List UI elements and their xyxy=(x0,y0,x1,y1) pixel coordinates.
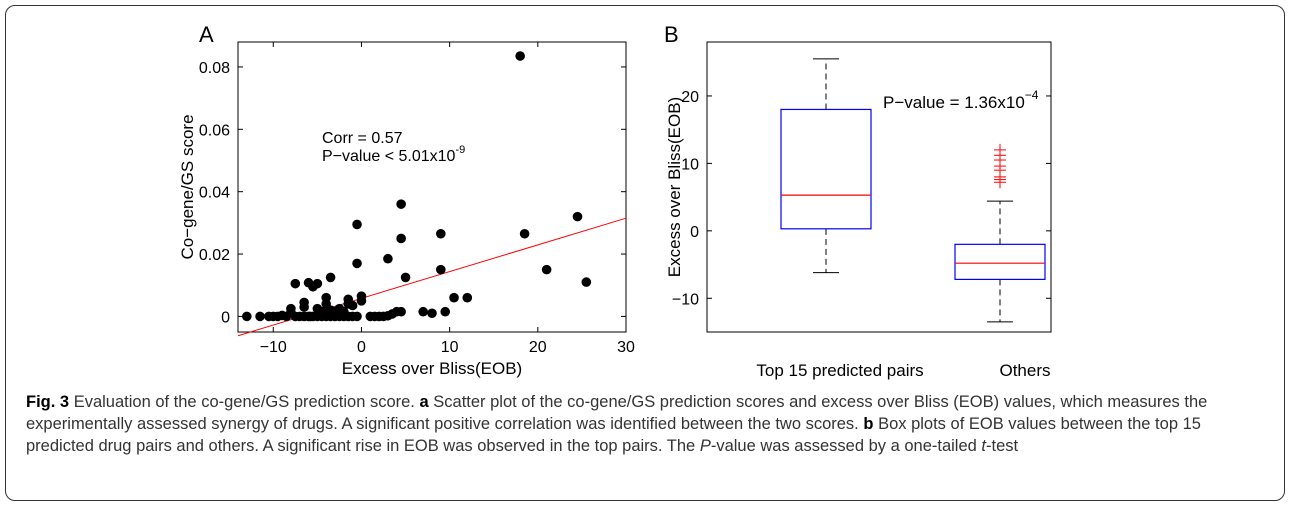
scatter-x-axis-label: Excess over Bliss(EOB) xyxy=(342,359,522,378)
scatter-y-tick-label: 0.08 xyxy=(199,60,230,77)
caption-b-text: Box plots of EOB values between the top … xyxy=(26,415,1201,455)
figure-caption: Fig. 3 Evaluation of the co-gene/GS pred… xyxy=(26,391,1271,457)
scatter-point xyxy=(352,219,362,230)
scatter-point xyxy=(396,199,406,209)
scatter-point xyxy=(290,278,301,289)
caption-title: Evaluation of the co-gene/GS prediction … xyxy=(73,393,415,411)
box-iqr xyxy=(780,108,872,230)
scatter-point xyxy=(427,308,437,319)
figure-frame xyxy=(5,5,1285,501)
scatter-x-tick-label: −10 xyxy=(260,339,287,356)
correlation-annotation: Corr = 0.57 xyxy=(322,130,403,147)
caption-p-italic: P xyxy=(699,437,711,455)
scatter-point xyxy=(242,311,252,322)
scatter-y-ticks: 0 0.02 0.04 0.06 0.08 xyxy=(199,60,626,326)
scatter-point xyxy=(418,306,428,317)
scatter-point xyxy=(462,292,473,303)
scatter-point xyxy=(312,278,323,289)
scatter-point xyxy=(449,292,459,303)
scatter-point xyxy=(352,258,362,269)
scatter-point xyxy=(255,311,265,322)
box-category-label-others: Others xyxy=(999,361,1050,380)
caption-a-text: Scatter plot of the co-gene/GS predictio… xyxy=(26,393,1208,433)
scatter-point xyxy=(515,51,525,61)
panel-b-label: B xyxy=(664,22,679,47)
scatter-point xyxy=(347,300,358,311)
box-y-tick-label: 10 xyxy=(681,156,699,173)
box-y-tick-label: −10 xyxy=(672,291,699,308)
scatter-point xyxy=(356,296,367,306)
scatter-point xyxy=(396,306,406,317)
scatter-y-axis-label: Co−gene/GS score xyxy=(178,114,197,259)
box-category-label-top15: Top 15 predicted pairs xyxy=(756,361,923,380)
box-y-tick-label: 0 xyxy=(690,224,699,241)
scatter-point xyxy=(519,228,530,239)
p-value-annotation-text: P−value < 5.01x10 xyxy=(322,148,456,165)
box-axes-box xyxy=(706,41,1052,333)
scatter-y-tick-label: 0.06 xyxy=(199,122,230,139)
scatter-point xyxy=(339,306,349,317)
scatter-point xyxy=(572,211,583,222)
scatter-point xyxy=(325,272,336,283)
scatter-x-tick-label: 30 xyxy=(617,339,635,356)
caption-b-label: b xyxy=(863,415,874,433)
scatter-point xyxy=(299,302,309,312)
scatter-point xyxy=(396,233,406,244)
scatter-x-tick-label: 10 xyxy=(441,339,459,356)
scatter-point xyxy=(316,306,327,317)
panel-a-label: A xyxy=(199,22,214,47)
scatter-point xyxy=(436,228,446,239)
p-value-annotation: P−value < 5.01x10-9 xyxy=(322,144,465,165)
caption-a-label: a xyxy=(419,393,429,411)
scatter-points xyxy=(242,51,592,322)
caption-p-rest: -value was assessed by a one-tailed xyxy=(710,437,977,455)
box-y-axis-label: Excess over Bliss(EOB) xyxy=(665,97,684,277)
scatter-plot: −10 0 10 20 30 0 0.02 0.04 0.06 0.08 Excess over… xyxy=(178,41,635,378)
scatter-point xyxy=(400,272,411,283)
scatter-point xyxy=(352,311,362,322)
scatter-y-tick-label: 0.02 xyxy=(199,247,230,264)
caption-figure-label: Fig. 3 xyxy=(26,393,70,411)
figure-graphics: A B −10 0 10 20 30 0 0.02 0.04 0.06 0.08 Excess … xyxy=(178,22,1052,380)
scatter-y-tick-label: 0.04 xyxy=(199,185,230,202)
box-iqr xyxy=(954,243,1046,280)
scatter-point xyxy=(286,303,296,314)
box-p-value-text: P−value = 1.36x10 xyxy=(883,93,1025,112)
box-y-ticks: −10 0 10 20 xyxy=(672,89,1051,308)
scatter-point xyxy=(383,253,393,264)
box-p-value-annotation: P−value = 1.36x10−4 xyxy=(883,88,1039,112)
box-elements xyxy=(780,58,1046,323)
scatter-x-tick-label: 0 xyxy=(357,339,366,356)
scatter-point xyxy=(581,277,592,287)
caption-t-rest: -test xyxy=(986,437,1019,455)
box-y-tick-label: 20 xyxy=(681,89,699,106)
scatter-x-ticks: −10 0 10 20 30 xyxy=(260,42,635,356)
scatter-axes-box xyxy=(237,41,627,333)
caption-t-italic: t xyxy=(981,437,987,455)
p-value-exponent: -9 xyxy=(455,144,465,156)
scatter-y-tick-label: 0 xyxy=(221,309,230,326)
scatter-point xyxy=(436,264,446,275)
scatter-point xyxy=(541,264,552,275)
box-p-value-exponent: −4 xyxy=(1025,88,1039,102)
scatter-point xyxy=(440,306,451,317)
scatter-x-tick-label: 20 xyxy=(529,339,547,356)
box-plot: −10 0 10 20 Excess over Bliss(EOB) Top 15 p… xyxy=(665,41,1052,380)
